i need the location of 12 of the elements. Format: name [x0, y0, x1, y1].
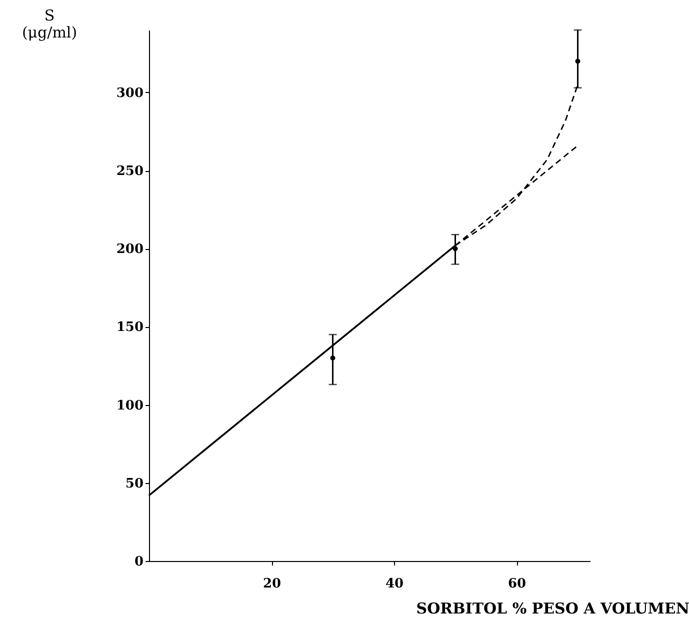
y-tick-label: 50	[125, 476, 144, 492]
y-tick-label: 0	[134, 554, 144, 570]
x-tick-label: 60	[508, 576, 526, 592]
y-tick-label: 300	[116, 86, 144, 101]
x-tick-label: 20	[262, 576, 282, 592]
y-tick-label: 200	[116, 242, 144, 258]
y-tick-label: 100	[116, 398, 144, 414]
y-tick-label: 250	[116, 164, 144, 180]
x-tick-label: 40	[385, 576, 404, 592]
x-axis-title: SORBITOL % PESO A VOLUMEN	[416, 600, 689, 618]
y-axis-title: S (μg/ml)	[22, 6, 78, 42]
y-tick-label: 150	[116, 320, 144, 336]
